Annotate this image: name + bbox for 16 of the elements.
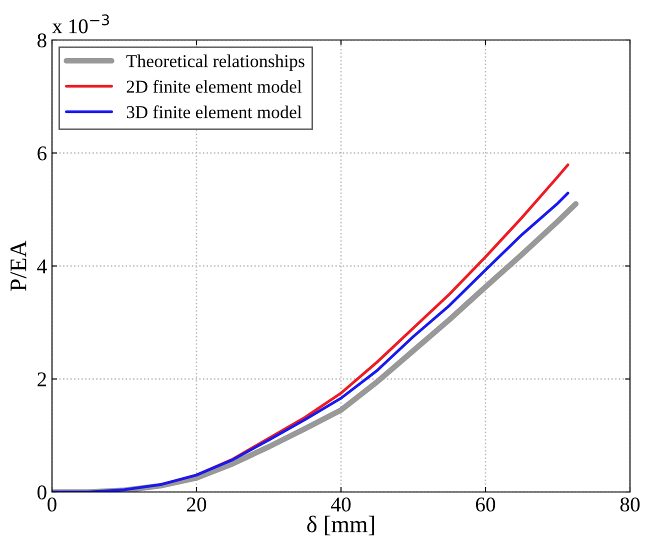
x-axis-title: δ [mm] (307, 516, 374, 536)
text: x 10$^{−3}$ (52, 14, 109, 34)
x-tick-label: 40 (330, 497, 351, 512)
y-tick-label: 6 (38, 146, 47, 160)
y-tick-label: 2 (38, 372, 46, 386)
legend-label: 2D finite element model (126, 80, 302, 93)
legend-label: Theoretical relationships (126, 54, 304, 71)
x-tick-label: 80 (620, 497, 640, 512)
y-tick-label: 8 (38, 33, 46, 48)
x-tick-label: 20 (187, 497, 206, 512)
x-tick-label: 0 (48, 497, 56, 512)
y-axis-title: P/EA (10, 240, 26, 291)
x-tick-label: 60 (476, 497, 496, 512)
y-tick-label: 0 (38, 485, 46, 500)
y-tick-label: 4 (37, 260, 47, 274)
legend-label: 3D finite element model (126, 105, 302, 118)
